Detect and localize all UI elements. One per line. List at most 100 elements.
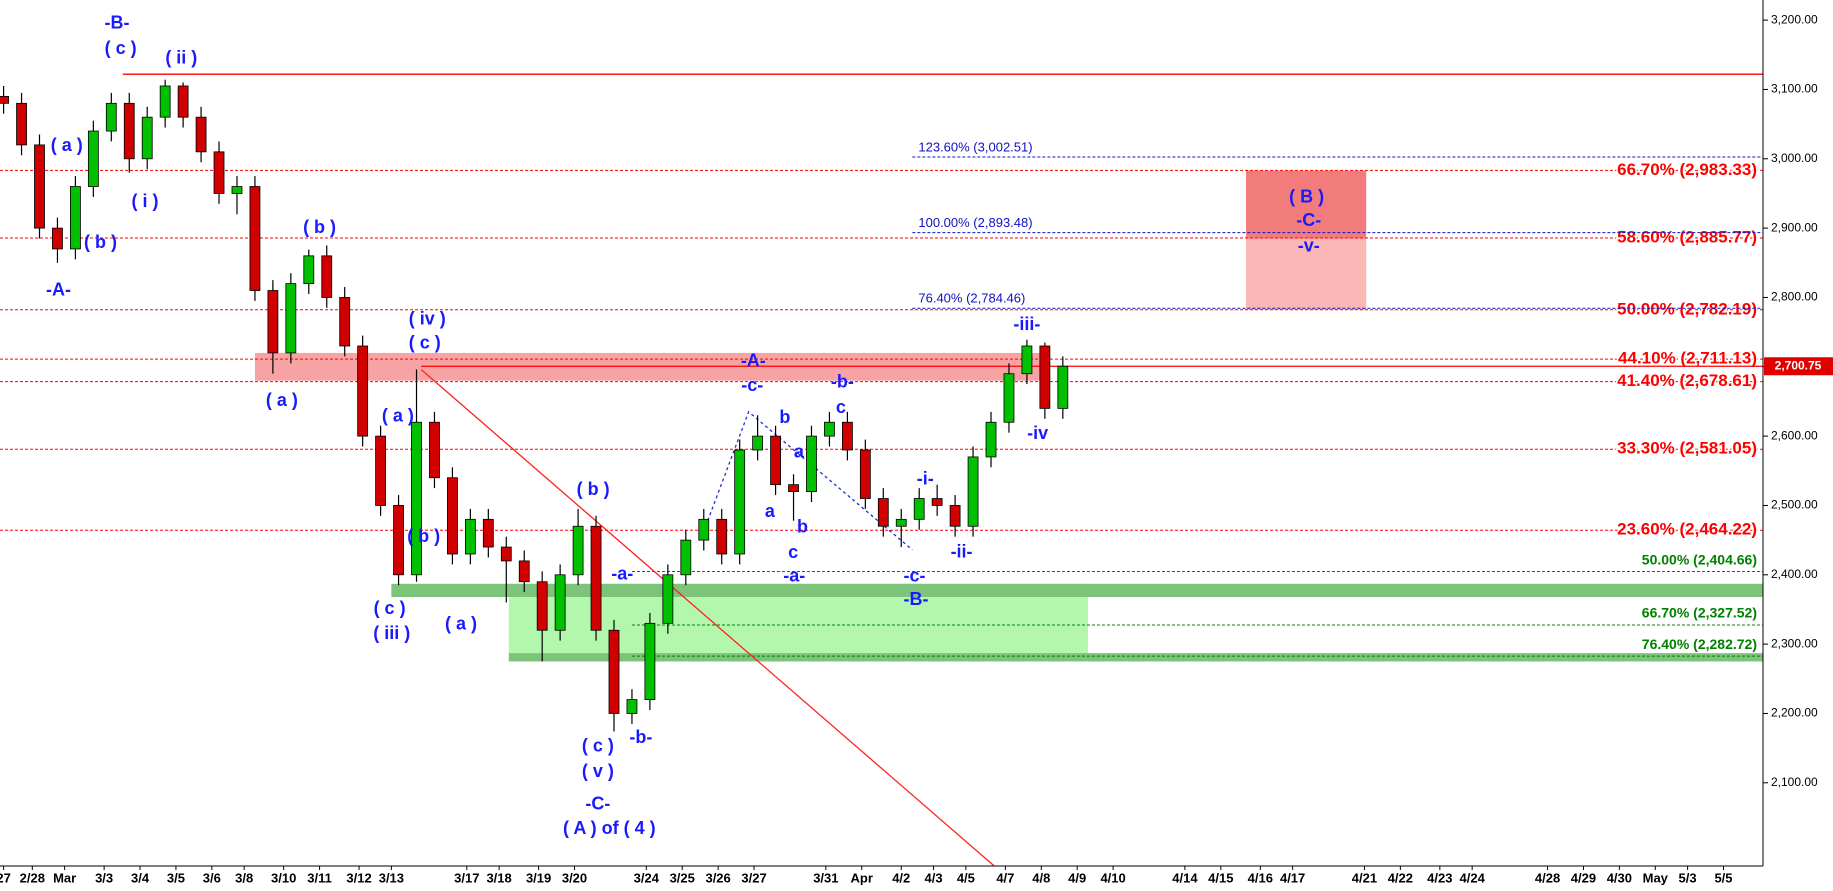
wave-label: -a- bbox=[611, 564, 633, 584]
x-tick-label: Mar bbox=[53, 870, 76, 885]
y-tick-label: 2,500.00 bbox=[1771, 498, 1818, 512]
candle-body bbox=[895, 518, 907, 527]
trend-line bbox=[420, 369, 995, 867]
segments bbox=[122, 73, 1763, 867]
wave-label: -A- bbox=[741, 351, 766, 371]
wave-label: ( c ) bbox=[105, 38, 137, 58]
y-tick-label: 2,300.00 bbox=[1771, 636, 1818, 650]
candle-body bbox=[1039, 345, 1051, 409]
x-tick-label: 4/10 bbox=[1100, 870, 1125, 885]
candle-body bbox=[752, 435, 764, 451]
candle-body bbox=[87, 130, 99, 187]
wave-label: b bbox=[779, 407, 790, 427]
candle-body bbox=[1021, 345, 1033, 375]
candle-body bbox=[680, 539, 692, 576]
last-price-box bbox=[1764, 357, 1833, 376]
level-label: 23.60% (2,464.22) bbox=[1617, 520, 1757, 539]
candle-body bbox=[716, 518, 728, 555]
candle-body bbox=[213, 151, 225, 194]
candle-body bbox=[105, 102, 117, 132]
x-tick-label: 2/28 bbox=[20, 870, 45, 885]
y-tick-label: 2,100.00 bbox=[1771, 775, 1818, 789]
candle-body bbox=[141, 116, 153, 160]
levels: 66.70% (2,983.33) 58.60% (2,885.77) 50.00%… bbox=[0, 139, 1763, 657]
candle-body bbox=[375, 435, 387, 506]
wave-label: c bbox=[788, 542, 798, 562]
candle-body bbox=[859, 449, 871, 499]
wave-label: a bbox=[765, 501, 776, 521]
wave-label: ( c ) bbox=[582, 735, 614, 755]
level-label: 123.60% (3,002.51) bbox=[918, 139, 1032, 154]
x-tick-label: 3/8 bbox=[235, 870, 253, 885]
x-tick-label: 4/15 bbox=[1208, 870, 1233, 885]
x-tick-label: 4/22 bbox=[1388, 870, 1413, 885]
wave-label: ( a ) bbox=[382, 405, 414, 425]
wave-label: -a- bbox=[783, 566, 805, 586]
candle-body bbox=[931, 498, 943, 506]
wave-label: ( iv ) bbox=[409, 308, 446, 328]
x-tick-label: Apr bbox=[851, 870, 873, 885]
level-label: 100.00% (2,893.48) bbox=[918, 215, 1032, 230]
wave-label: -b- bbox=[831, 371, 854, 391]
wave-label: -iii- bbox=[1013, 314, 1040, 334]
x-tick-label: 4/3 bbox=[925, 870, 943, 885]
wave-label: ( b ) bbox=[577, 479, 610, 499]
axis-background bbox=[1763, 0, 1833, 891]
candle-body bbox=[877, 498, 889, 527]
level-label: 50.00% (2,782.19) bbox=[1617, 299, 1757, 318]
candle-body bbox=[195, 116, 207, 153]
wave-label: ( b ) bbox=[303, 217, 336, 237]
level-label: 33.30% (2,581.05) bbox=[1617, 439, 1757, 458]
candle-body bbox=[554, 574, 566, 631]
candle-body bbox=[770, 435, 781, 486]
zone bbox=[1245, 238, 1367, 310]
candle-body bbox=[357, 345, 369, 437]
wave-label: -iv bbox=[1027, 423, 1048, 443]
candle-body bbox=[411, 421, 422, 576]
x-tick-label: 4/16 bbox=[1248, 870, 1273, 885]
wave-label: ( B ) bbox=[1289, 186, 1324, 206]
x-tick-label: 3/17 bbox=[454, 870, 479, 885]
candle-body bbox=[806, 435, 817, 492]
candle-body bbox=[985, 421, 997, 458]
x-tick-label: 4/28 bbox=[1535, 870, 1560, 885]
candle-body bbox=[429, 421, 440, 479]
x-tick-label: 5/5 bbox=[1714, 870, 1732, 885]
candle-body bbox=[321, 255, 333, 298]
candle-body bbox=[34, 144, 45, 229]
x-tick-label: 3/19 bbox=[526, 870, 551, 885]
wave-label: -v- bbox=[1298, 236, 1320, 256]
candle-body bbox=[70, 186, 81, 250]
wave-label: ( c ) bbox=[409, 333, 441, 353]
wave-label: ( ii ) bbox=[165, 48, 197, 68]
y-tick-label: 2,900.00 bbox=[1771, 220, 1818, 234]
zone bbox=[1245, 170, 1367, 239]
candle-body bbox=[572, 525, 584, 576]
candle-body bbox=[393, 505, 404, 576]
candle-body bbox=[698, 518, 710, 541]
candle-body bbox=[967, 456, 979, 527]
candle-body bbox=[447, 477, 458, 555]
candle-body bbox=[841, 421, 853, 451]
x-tick-label: 4/9 bbox=[1068, 870, 1086, 885]
candle-body bbox=[949, 505, 961, 527]
candle-body bbox=[1003, 373, 1015, 423]
x-tick-label: 4/7 bbox=[996, 870, 1014, 885]
wave-label: -c- bbox=[904, 566, 926, 586]
wave-label: c bbox=[836, 397, 846, 417]
candle-body bbox=[339, 297, 351, 347]
candle-body bbox=[500, 546, 512, 562]
trend-line bbox=[707, 410, 913, 551]
candle-body bbox=[662, 574, 674, 624]
wave-label: -i- bbox=[917, 469, 934, 489]
candle-body bbox=[0, 95, 9, 104]
wave-label: ( A ) of ( 4 ) bbox=[563, 818, 656, 838]
zones bbox=[254, 170, 1764, 662]
axis-background bbox=[0, 866, 1833, 891]
x-tick-label: 3/6 bbox=[203, 870, 221, 885]
candle-body bbox=[608, 629, 620, 714]
wave-label: b bbox=[797, 516, 808, 536]
candle-body bbox=[518, 560, 530, 583]
